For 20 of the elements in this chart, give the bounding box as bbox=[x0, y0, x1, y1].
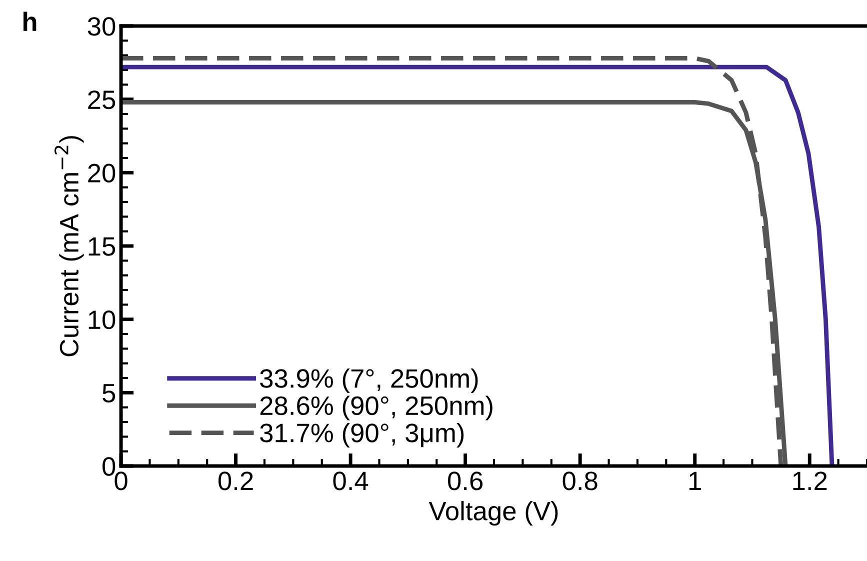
x-axis-title: Voltage (V) bbox=[428, 501, 558, 526]
y-tick-label: 25 bbox=[88, 90, 116, 110]
y-tick-label: 10 bbox=[88, 310, 116, 330]
y-tick-label: 30 bbox=[88, 17, 116, 36]
x-tick-label: 0.2 bbox=[218, 472, 253, 490]
x-tick-label: 1.2 bbox=[793, 472, 827, 490]
x-tick-label: 0.8 bbox=[562, 472, 598, 490]
legend-label: 28.6% (90°, 250nm) bbox=[260, 396, 492, 420]
y-tick-label: 5 bbox=[102, 384, 116, 403]
y-axis-title: Current (mA cm$^{−2}$) bbox=[54, 136, 84, 356]
legend-label: 33.9% (7°, 250nm) bbox=[260, 368, 478, 394]
x-tick-label: 1 bbox=[690, 472, 701, 490]
x-tick-label: 0.6 bbox=[448, 472, 483, 490]
y-tick-label: 15 bbox=[88, 237, 116, 256]
text: h bbox=[24, 12, 36, 31]
x-tick-label: 0 bbox=[114, 472, 128, 490]
y-tick-label: 0 bbox=[102, 457, 116, 476]
x-tick-label: 0.4 bbox=[333, 472, 368, 490]
legend-label: 31.7% (90°, 3μm) bbox=[260, 422, 464, 448]
y-tick-label: 20 bbox=[88, 164, 116, 182]
